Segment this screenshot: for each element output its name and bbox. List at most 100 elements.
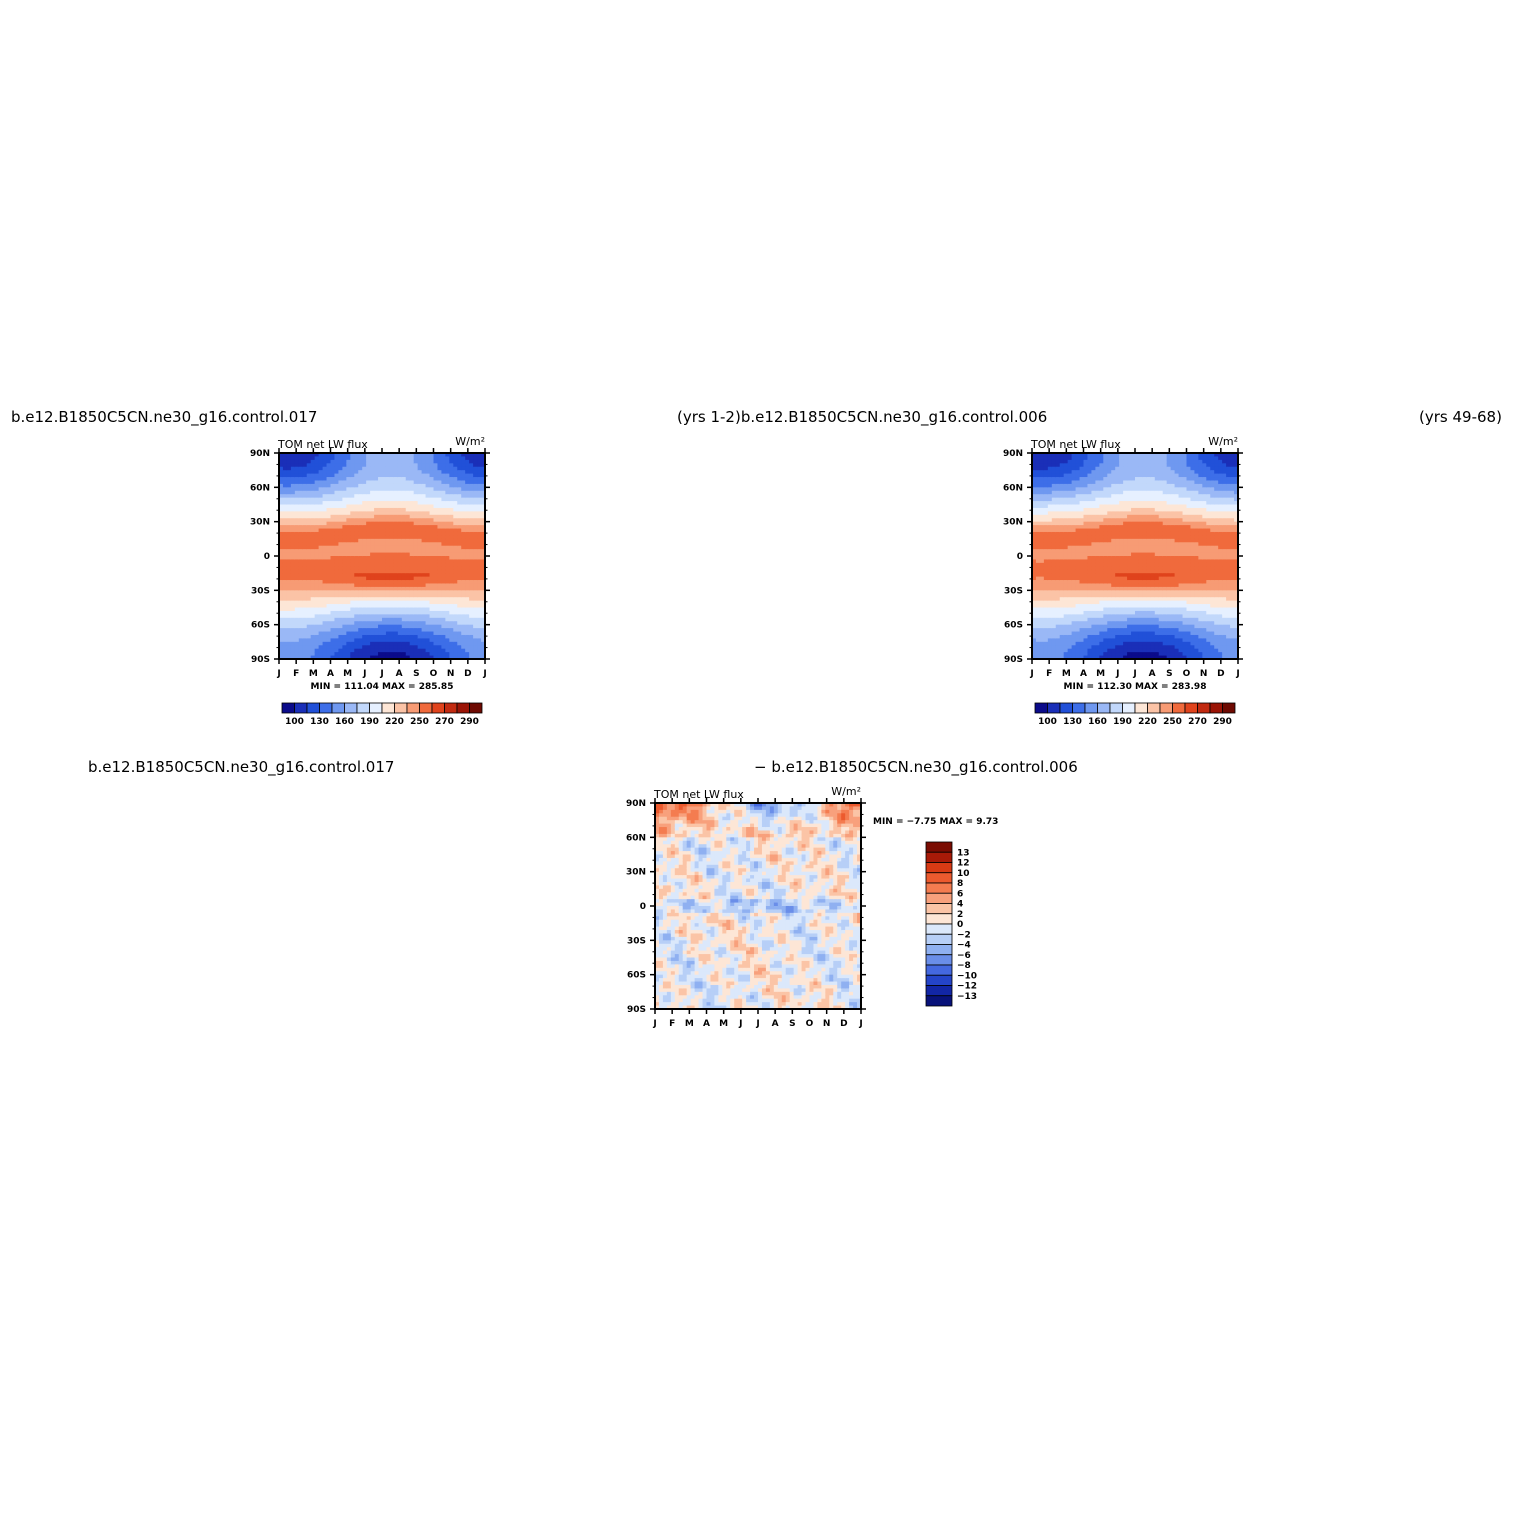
panel-a-cell — [314, 542, 320, 547]
panel-a-cell — [279, 511, 284, 516]
panel-b-cell — [1059, 604, 1065, 609]
panel-a-cell — [445, 538, 450, 543]
panel-a-cell — [457, 521, 462, 526]
panel-b-cell — [1095, 538, 1100, 543]
panel-b-cell — [1063, 466, 1069, 471]
panel-a-cell — [461, 453, 466, 458]
panel-a-cell — [393, 483, 399, 488]
panel-a-cell — [282, 580, 288, 585]
panel-a-cell — [310, 562, 316, 567]
panel-a-cell — [393, 645, 399, 650]
panel-a-cell — [302, 552, 308, 557]
panel-b-cell — [1119, 638, 1124, 643]
panel-b-cell — [1103, 645, 1108, 650]
panel-a-cell — [374, 521, 379, 526]
panel-a-cell — [362, 549, 367, 554]
panel-a-cell — [318, 556, 324, 561]
panel-a-cell — [441, 453, 446, 458]
panel-a-cell — [409, 600, 415, 605]
title-bottom-left: b.e12.B1850C5CN.ne30_g16.control.017 — [88, 758, 395, 776]
panel-a-cell — [294, 473, 300, 478]
panel-a-cell — [382, 600, 387, 605]
panel-b-cell — [1127, 459, 1132, 464]
panel-a-cell — [477, 645, 482, 650]
panel-a-cell — [393, 490, 399, 495]
panel-b-cell — [1083, 514, 1089, 519]
panel-a-cell — [298, 593, 304, 598]
panel-a-cell — [409, 511, 415, 516]
panel-a-cell — [433, 569, 439, 574]
panel-a-cell — [417, 607, 423, 612]
panel-b-cell — [1071, 645, 1077, 650]
panel-a-cell — [326, 628, 332, 633]
panel-a-cell — [354, 641, 359, 646]
panel-b-cell — [1087, 477, 1093, 482]
panel-b-cell — [1107, 463, 1112, 468]
panel-a-cell — [350, 648, 355, 653]
panel-b-cell — [1123, 538, 1128, 543]
panel-a-ytick-label: 0 — [264, 552, 270, 562]
panel-a-cell — [477, 634, 482, 639]
panel-a-cell — [453, 494, 458, 499]
panel-a-cell — [461, 490, 466, 495]
panel-a-cell — [425, 463, 431, 468]
panel-a-cell — [385, 604, 391, 609]
panel-b-cell — [1115, 466, 1120, 471]
panel-b-cell — [1135, 597, 1140, 602]
panel-a-cell — [429, 480, 435, 485]
panel-a-cell — [409, 631, 415, 636]
panel-a-cell — [342, 549, 347, 554]
panel-b-cell — [1138, 573, 1144, 578]
panel-b-cell — [1051, 473, 1057, 478]
panel-a-cell — [310, 477, 316, 482]
panel-a-cell — [441, 494, 446, 499]
panel-b-cell — [1103, 511, 1108, 516]
panel-b-cell — [1035, 600, 1041, 605]
panel-b-cell — [1035, 538, 1041, 543]
panel-a-cell — [338, 562, 343, 567]
panel-b-cell — [1123, 631, 1128, 636]
panel-a-cell — [330, 542, 336, 547]
panel-b-cell — [1107, 542, 1112, 547]
panel-a-cell — [370, 463, 375, 468]
panel-b-cell — [1127, 624, 1132, 629]
panel-b-cell — [1123, 600, 1128, 605]
panel-a-cell — [461, 586, 466, 591]
panel-a-cell — [318, 573, 324, 578]
panel-a-cell — [477, 562, 482, 567]
panel-a-cell — [437, 552, 443, 557]
panel-a-cell — [393, 569, 399, 574]
panel-a-cell — [334, 634, 340, 639]
panel-a-cell — [405, 655, 411, 660]
panel-a-cell — [421, 487, 427, 492]
panel-a-cell — [469, 586, 474, 591]
panel-b-cell — [1099, 641, 1104, 646]
panel-b-cell — [1051, 597, 1057, 602]
panel-a-cell — [461, 518, 466, 523]
panel-a-cell — [378, 504, 383, 509]
panel-b-cell — [1087, 624, 1093, 629]
panel-a-cell — [282, 538, 288, 543]
panel-b-cell — [1055, 566, 1061, 571]
panel-b-cell — [1091, 631, 1096, 636]
panel-a-cell — [282, 525, 288, 530]
panel-b-cell — [1103, 569, 1108, 574]
panel-a-cell — [314, 559, 320, 564]
panel-a-cell — [346, 621, 351, 626]
panel-a-cell — [290, 511, 296, 516]
panel-a-cell — [473, 480, 478, 485]
panel-b-cell — [1032, 490, 1037, 495]
panel-a-cell — [330, 617, 336, 622]
panel-a-cell — [401, 487, 407, 492]
panel-a-cell — [457, 617, 462, 622]
panel-b-cell — [1127, 494, 1132, 499]
panel-a-cell — [413, 542, 419, 547]
panel-b-cell — [1119, 621, 1124, 626]
panel-a-cell — [445, 490, 450, 495]
panel-a-cell — [350, 652, 355, 657]
panel-a-cb-box — [406, 702, 420, 714]
panel-b-cell — [1111, 552, 1116, 557]
panel-b-cell — [1135, 576, 1140, 581]
panel-b-cell — [1119, 590, 1124, 595]
panel-b-cell — [1103, 604, 1108, 609]
